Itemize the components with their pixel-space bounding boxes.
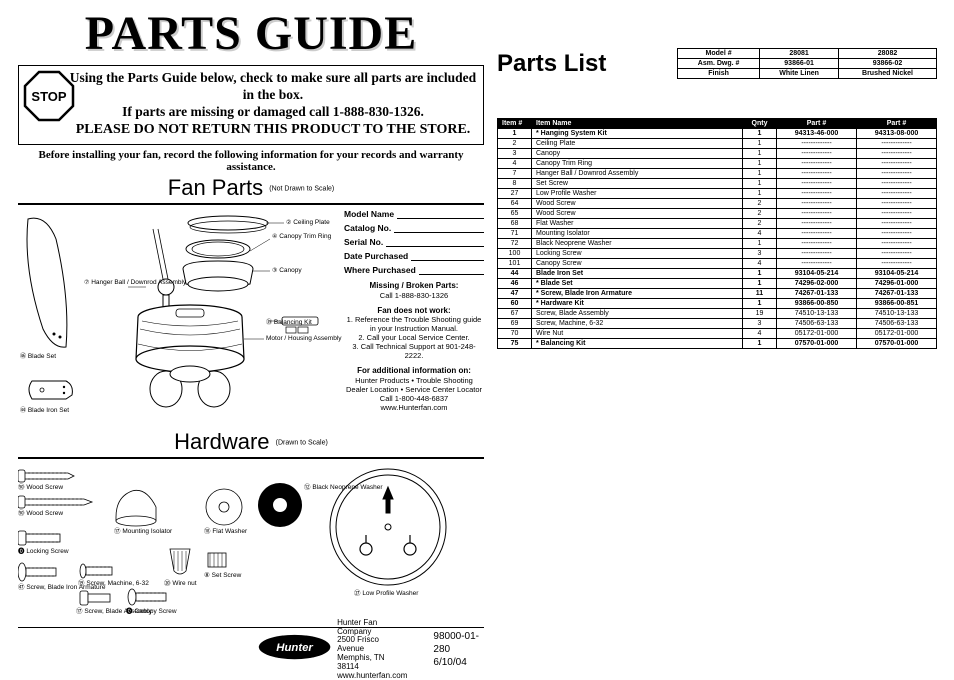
model-info-table: Model # 28081 28082 Asm. Dwg. # 93866-01…	[677, 48, 937, 79]
table-row: 69Screw, Machine, 6-32374506-63-13374506…	[498, 319, 937, 329]
warning-line-1: Using the Parts Guide below, check to ma…	[69, 70, 477, 104]
hunter-logo-icon: Hunter	[258, 634, 331, 666]
table-row: 67Screw, Blade Assembly1974510-13-133745…	[498, 309, 937, 319]
label-blade-iron-screw: ㊼ Screw, Blade Iron Armature	[18, 581, 70, 591]
stop-sign-icon: STOP	[23, 70, 75, 122]
warning-line-2: If parts are missing or damaged call 1-8…	[69, 104, 477, 121]
svg-text:Hunter: Hunter	[276, 642, 313, 654]
top-asm-0: 93866-01	[760, 59, 839, 69]
table-row: 7Hanger Ball / Downrod Assembly1--------…	[498, 169, 937, 179]
top-th-asm: Asm. Dwg. #	[678, 59, 760, 69]
table-row: 70Wire Nut405172-01-00005172-01-000	[498, 329, 937, 339]
field-model-name: Model Name	[344, 209, 484, 219]
label-wood-screw-65: ㊿ Wood Screw	[18, 507, 63, 517]
col-item: Item #	[498, 119, 532, 129]
table-row: 72Black Neoprene Washer1----------------…	[498, 239, 937, 249]
troubleshoot-info: Fan does not work: 1. Reference the Trou…	[344, 306, 484, 361]
label-low-profile: ㉗ Low Profile Washer	[354, 587, 418, 597]
table-row: 68Flat Washer2--------------------------	[498, 219, 937, 229]
table-row: 64Wood Screw2--------------------------	[498, 199, 937, 209]
page-title: PARTS GUIDE	[18, 6, 484, 61]
top-asm-1: 93866-02	[839, 59, 937, 69]
parts-list-table: Item # Item Name Qnty Part # Part # 1Han…	[497, 118, 937, 349]
field-serial-no: Serial No.	[344, 237, 484, 247]
col-name: Item Name	[532, 119, 743, 129]
hardware-diagram: ㊿ Wood Screw ㊿ Wood Screw ⓿ Locking Scre…	[18, 463, 484, 623]
top-model-1: 28082	[839, 49, 937, 59]
label-canopy: ③ Canopy	[272, 267, 302, 274]
fan-parts-subtitle: (Not Drawn to Scale)	[269, 186, 334, 193]
label-wood-screw-64: ㊿ Wood Screw	[18, 481, 63, 491]
hardware-subtitle: (Drawn to Scale)	[276, 440, 328, 447]
col-part2: Part #	[857, 119, 937, 129]
table-row: 44Blade Iron Set193104-05-21493104-05-21…	[498, 269, 937, 279]
customer-info-block: Model Name Catalog No. Serial No. Date P…	[344, 209, 484, 412]
label-flat-washer: ⑱ Flat Washer	[204, 525, 247, 535]
top-model-0: 28081	[760, 49, 839, 59]
field-where-purchased: Where Purchased	[344, 265, 484, 275]
label-canopy-screw: ⓿ Canopy Screw	[126, 605, 177, 615]
label-machine-screw: ⑲ Screw, Machine, 6-32	[78, 577, 149, 587]
label-blade-iron: ㊹ Blade Iron Set	[20, 405, 69, 414]
missing-parts-info: Missing / Broken Parts: Call 1-888-830-1…	[344, 281, 484, 300]
label-wire-nut: ⑳ Wire nut	[164, 577, 197, 587]
col-qty: Qnty	[743, 119, 777, 129]
top-th-finish: Finish	[678, 69, 760, 79]
label-set-screw: ⑧ Set Screw	[204, 571, 241, 579]
label-hanger-ball: ⑦ Hanger Ball / Downrod Assembly	[84, 279, 130, 286]
top-finish-0: White Linen	[760, 69, 839, 79]
table-row: 46Blade Set174296-02-00074296-01-000	[498, 279, 937, 289]
label-ceiling-plate: ② Ceiling Plate	[286, 219, 330, 226]
table-row: 8Set Screw1--------------------------	[498, 179, 937, 189]
footer-address: Hunter Fan Company 2500 Frisco Avenue Me…	[337, 619, 407, 680]
label-motor: Motor / Housing Assembly	[266, 335, 342, 342]
label-locking-screw: ⓿ Locking Screw	[18, 545, 69, 555]
field-catalog-no: Catalog No.	[344, 223, 484, 233]
footer-docnum: 98000-01-280 6/10/04	[433, 630, 484, 669]
table-row: 101Canopy Screw4------------------------…	[498, 259, 937, 269]
table-row: 27Low Profile Washer1-------------------…	[498, 189, 937, 199]
top-th-model: Model #	[678, 49, 760, 59]
table-row: 65Wood Screw2--------------------------	[498, 209, 937, 219]
fan-parts-diagram: ② Ceiling Plate ④ Canopy Trim Ring ③ Can…	[18, 209, 484, 427]
table-row: 75Balancing Kit107570-01-00007570-01-000	[498, 339, 937, 349]
divider	[18, 203, 484, 205]
before-installing-note: Before installing your fan, record the f…	[18, 149, 484, 173]
label-mounting-isolator: ⑰ Mounting Isolator	[114, 525, 172, 535]
footer: Hunter Hunter Fan Company 2500 Frisco Av…	[18, 627, 484, 671]
additional-info: For additional information on: Hunter Pr…	[344, 366, 484, 412]
hardware-heading: Hardware (Drawn to Scale)	[18, 429, 484, 455]
table-row: 71Mounting Isolator4--------------------…	[498, 229, 937, 239]
label-neoprene: ⑫ Black Neoprene Washer	[304, 481, 342, 491]
table-row: 4Canopy Trim Ring1----------------------…	[498, 159, 937, 169]
top-finish-1: Brushed Nickel	[839, 69, 937, 79]
svg-text:STOP: STOP	[31, 89, 66, 104]
divider	[18, 457, 484, 459]
fan-parts-heading: Fan Parts (Not Drawn to Scale)	[18, 175, 484, 201]
table-row: 60Hardware Kit193866-00-85093866-00-851	[498, 299, 937, 309]
table-row: 47Screw, Blade Iron Armature1174267-01-1…	[498, 289, 937, 299]
col-part1: Part #	[777, 119, 857, 129]
table-row: 1Hanging System Kit194313-46-00094313-08…	[498, 129, 937, 139]
field-date-purchased: Date Purchased	[344, 251, 484, 261]
label-blade-set: ㊻ Blade Set	[20, 351, 56, 360]
table-row: 3Canopy1--------------------------	[498, 149, 937, 159]
table-row: 100Locking Screw3-----------------------…	[498, 249, 937, 259]
table-row: 2Ceiling Plate1-------------------------…	[498, 139, 937, 149]
label-balancing: ㉟ Balancing Kit	[266, 317, 312, 326]
warning-line-3: PLEASE DO NOT RETURN THIS PRODUCT TO THE…	[69, 121, 477, 139]
label-trim-ring: ④ Canopy Trim Ring	[272, 233, 331, 240]
warning-box: STOP Using the Parts Guide below, check …	[18, 65, 484, 145]
